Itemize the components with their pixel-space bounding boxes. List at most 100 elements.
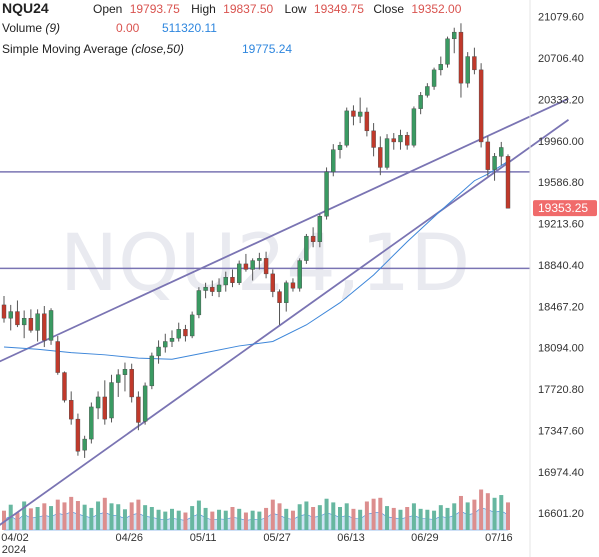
candle-body [189,314,195,337]
y-axis: 21079.60 20706.40 20333.20 19960.00 19586.80… [529,0,584,557]
candle [458,23,464,98]
candle [478,63,484,148]
volume-bar [250,510,255,530]
candle-body [55,341,60,373]
candle-body [203,286,208,291]
x-tick-label: 06/29 [411,532,439,544]
candle-body [452,31,457,40]
y-tick-label: 20333.20 [538,94,584,106]
candle-body [210,286,215,292]
volume-bar [364,501,369,530]
volume-bar [418,508,423,530]
volume-bar [297,504,302,530]
trendlines[interactable] [0,97,570,527]
volume-bar [425,509,430,530]
volume-bar [344,503,349,530]
candle [317,213,323,248]
candle-body [505,156,511,209]
volume-bar [277,503,282,530]
low-value: 19349.75 [313,2,364,16]
candle-body [378,147,383,168]
candle [304,233,309,264]
volume-bar [15,512,20,530]
volume-bar [385,506,390,530]
x-tick-label: 07/16 [485,532,513,544]
candle [122,362,128,392]
sma-legend[interactable]: Simple Moving Average (close,50) [2,42,184,56]
candle [95,391,101,420]
candle [472,47,477,75]
candle [270,269,275,298]
volume-bar [149,507,154,530]
volume-bar [391,507,396,530]
candle [230,269,235,288]
volume-param: (9) [45,21,61,35]
candle [42,306,47,348]
volume-bar [243,512,248,530]
x-tick-label: 05/11 [190,532,217,544]
candle [21,310,27,339]
candle-body [142,385,148,422]
volume-legend[interactable]: Volume (9) [2,21,60,35]
candle-body [277,291,282,303]
candle [210,280,215,297]
candle [465,52,470,88]
candle [149,352,155,390]
candle-body [317,216,323,242]
candle [196,287,202,319]
candle [169,330,175,348]
y-tick-label: 19213.60 [538,219,584,231]
volume-bar [196,500,201,530]
candle-body [297,260,302,289]
volume-bar [210,511,215,530]
candle [425,83,430,98]
candle-body [35,313,40,331]
volume-bar [492,497,497,530]
volume-label: Volume [2,21,43,35]
candle-body [42,313,47,341]
trendline[interactable] [0,97,569,363]
trendline[interactable] [0,119,570,527]
candlesticks [1,23,511,458]
candle-body [8,311,13,319]
candle [431,67,437,90]
candle-body [324,171,329,217]
candle [236,260,242,285]
candle [183,324,188,342]
high-label: High [191,2,216,16]
candle-body [243,263,249,270]
volume-bar [223,510,228,530]
volume-bar [438,505,443,530]
candle [445,36,450,68]
volume-bar [28,508,33,530]
candle-body [438,64,443,71]
candle-body [337,145,343,150]
x-tick-label: 06/13 [337,532,365,544]
candle [89,402,94,444]
candle-body [156,346,161,357]
volume-bar [22,501,27,530]
candle [223,271,228,292]
volume-bar [405,507,410,530]
candle-body [89,406,94,440]
volume-bar [432,510,437,530]
candle-body [364,111,370,132]
volume-value-1: 0.00 [116,21,140,35]
candle-body [425,86,430,96]
candle-body [310,235,316,242]
candle-body [109,382,114,419]
volume-bar [75,501,80,530]
volume-bar [311,507,316,530]
candle [82,435,87,458]
candle-body [136,396,141,423]
candle-body [230,276,235,283]
volume-bar [109,503,114,530]
candle [257,252,262,270]
volume-bar [270,499,275,530]
volume-bar [183,512,188,530]
volume-bar [499,495,504,530]
candle [492,153,497,181]
volume-bar [129,502,134,530]
